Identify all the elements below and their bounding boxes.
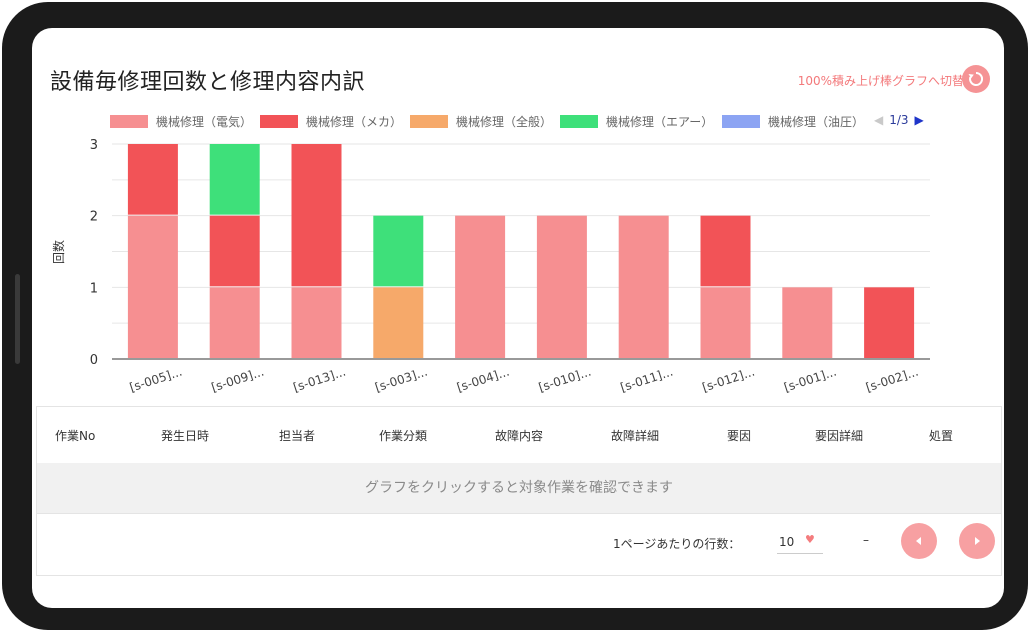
- bar-segment[interactable]: [782, 287, 833, 358]
- column-header-cause[interactable]: 要因: [727, 429, 752, 443]
- x-tick-label: [s-009]...: [210, 365, 266, 395]
- rows-per-page-label: 1ページあたりの行数：: [613, 537, 741, 551]
- refresh-icon[interactable]: [962, 65, 990, 93]
- legend-label: 機械修理（油圧）: [768, 115, 865, 129]
- bar-segment[interactable]: [864, 287, 915, 358]
- y-tick-label: 3: [90, 138, 98, 153]
- x-tick-label: [s-013]...: [291, 365, 347, 395]
- table-pagination: 1ページあたりの行数： 10 ♥ –: [37, 513, 1001, 575]
- table-header: 作業No 発生日時 担当者 作業分類 故障内容 故障詳細 要因 要因詳細 処置: [37, 407, 1001, 464]
- triangle-right-icon[interactable]: ▶: [914, 113, 924, 127]
- bar-segment[interactable]: [700, 215, 751, 287]
- prev-page-button[interactable]: [901, 523, 937, 559]
- legend-label: 機械修理（電気）: [156, 115, 253, 129]
- bar-segment[interactable]: [373, 215, 424, 287]
- bar-segment[interactable]: [536, 215, 587, 358]
- legend-item-electric[interactable]: 機械修理（電気）: [110, 113, 252, 130]
- tablet-side-button: [15, 274, 20, 364]
- column-header-occurred-at[interactable]: 発生日時: [161, 429, 210, 443]
- column-header-work-no[interactable]: 作業No: [55, 429, 96, 443]
- bar-segment[interactable]: [291, 287, 342, 358]
- work-table: 作業No 発生日時 担当者 作業分類 故障内容 故障詳細 要因 要因詳細 処置 …: [36, 406, 1002, 576]
- x-tick-label: [s-003]...: [373, 365, 429, 395]
- bar-segment[interactable]: [373, 287, 424, 358]
- legend-label: 機械修理（全般）: [456, 115, 553, 129]
- x-tick-label: [s-005]...: [128, 365, 184, 395]
- chevron-left-icon: [916, 537, 921, 545]
- legend-label: 機械修理（メカ）: [306, 115, 403, 129]
- page-title: 設備毎修理回数と修理内容内訳: [50, 70, 366, 95]
- chevron-right-icon: [975, 537, 980, 545]
- stack-toggle-label[interactable]: 100%積み上げ棒グラフへ切替: [797, 74, 964, 88]
- x-tick-label: [s-002]...: [864, 365, 920, 395]
- column-header-action[interactable]: 処置: [929, 429, 954, 443]
- bar-segment[interactable]: [291, 144, 342, 287]
- bar-segment[interactable]: [618, 215, 669, 358]
- legend-pager: ◀ 1/3 ▶: [874, 113, 924, 127]
- y-tick-label: 1: [90, 281, 98, 296]
- table-empty-message: グラフをクリックすると対象作業を確認できます: [37, 463, 1001, 514]
- column-header-fault[interactable]: 故障内容: [495, 429, 544, 443]
- bar-segment[interactable]: [700, 287, 751, 358]
- y-tick-label: 0: [90, 353, 98, 368]
- legend-item-general[interactable]: 機械修理（全般）: [410, 113, 552, 130]
- bar-segment[interactable]: [127, 144, 178, 215]
- bar-segment[interactable]: [209, 287, 260, 358]
- bar-segment[interactable]: [209, 144, 260, 215]
- stacked-bar-chart[interactable]: 0 1 2 3 回数 [s-005]... [s-009]... [s-013]... [s-0…: [32, 128, 1004, 408]
- bar-segment[interactable]: [127, 215, 178, 358]
- heart-dropdown-icon: ♥: [805, 533, 815, 546]
- legend-item-air[interactable]: 機械修理（エアー）: [560, 113, 713, 130]
- legend-swatch: [722, 115, 760, 128]
- column-header-work-category[interactable]: 作業分類: [379, 429, 428, 443]
- page-range-text: –: [863, 533, 869, 547]
- legend-page-indicator: 1/3: [889, 113, 909, 127]
- bar-segment[interactable]: [209, 215, 260, 287]
- x-tick-label: [s-004]...: [455, 365, 511, 395]
- next-page-button[interactable]: [959, 523, 995, 559]
- x-tick-label: [s-011]...: [619, 365, 675, 395]
- legend-item-hydraulic[interactable]: 機械修理（油圧）: [722, 113, 864, 130]
- column-header-fault-detail[interactable]: 故障詳細: [611, 429, 660, 443]
- app-screen: 設備毎修理回数と修理内容内訳 100%積み上げ棒グラフへ切替 機械修理（電気） …: [32, 28, 1004, 608]
- x-tick-label: [s-010]...: [537, 365, 593, 395]
- bar-segment[interactable]: [455, 215, 506, 358]
- triangle-left-icon[interactable]: ◀: [874, 113, 884, 127]
- y-tick-label: 2: [90, 210, 98, 225]
- legend-swatch: [110, 115, 148, 128]
- rows-per-page-select[interactable]: 10 ♥: [777, 533, 823, 554]
- legend-item-mechanical[interactable]: 機械修理（メカ）: [260, 113, 402, 130]
- rows-per-page-value: 10: [779, 535, 795, 549]
- y-axis-label: 回数: [51, 240, 66, 264]
- column-header-assignee[interactable]: 担当者: [279, 429, 316, 443]
- legend-label: 機械修理（エアー）: [606, 115, 714, 129]
- legend-swatch: [260, 115, 298, 128]
- legend-swatch: [410, 115, 448, 128]
- x-tick-label: [s-001]...: [782, 365, 838, 395]
- legend-swatch: [560, 115, 598, 128]
- column-header-cause-detail[interactable]: 要因詳細: [815, 429, 864, 443]
- x-tick-label: [s-012]...: [700, 365, 756, 395]
